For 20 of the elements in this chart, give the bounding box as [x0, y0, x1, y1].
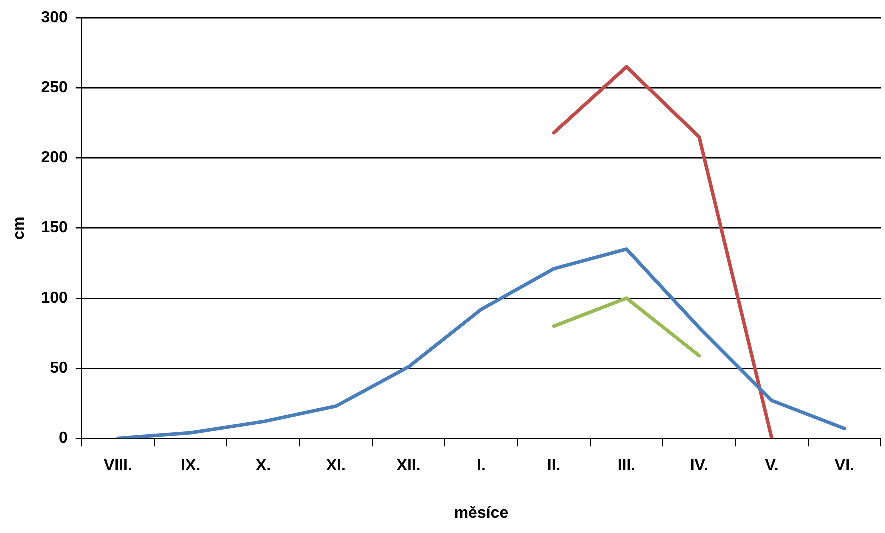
x-tick-label: V. — [765, 458, 779, 475]
x-tick-label: II. — [547, 458, 561, 475]
y-axis-title: cm — [11, 216, 28, 240]
x-tick-label: VIII. — [104, 458, 132, 475]
x-tick-label: I. — [477, 458, 486, 475]
x-tick-label: VI. — [834, 458, 854, 475]
y-tick-label: 150 — [41, 220, 68, 237]
x-tick-label: XI. — [326, 458, 346, 475]
y-tick-label: 200 — [41, 150, 68, 167]
x-tick-label: XII. — [396, 458, 421, 475]
x-tick-label: III. — [618, 458, 636, 475]
y-tick-label: 300 — [41, 9, 68, 26]
y-tick-label: 50 — [50, 360, 68, 377]
y-tick-label: 100 — [41, 290, 68, 307]
x-tick-label: IX. — [181, 458, 201, 475]
x-tick-label: IV. — [690, 458, 708, 475]
y-tick-label: 0 — [58, 430, 68, 448]
x-axis-title: měsíce — [454, 504, 509, 522]
x-tick-label: X. — [256, 458, 272, 475]
y-tick-label: 250 — [41, 80, 68, 97]
